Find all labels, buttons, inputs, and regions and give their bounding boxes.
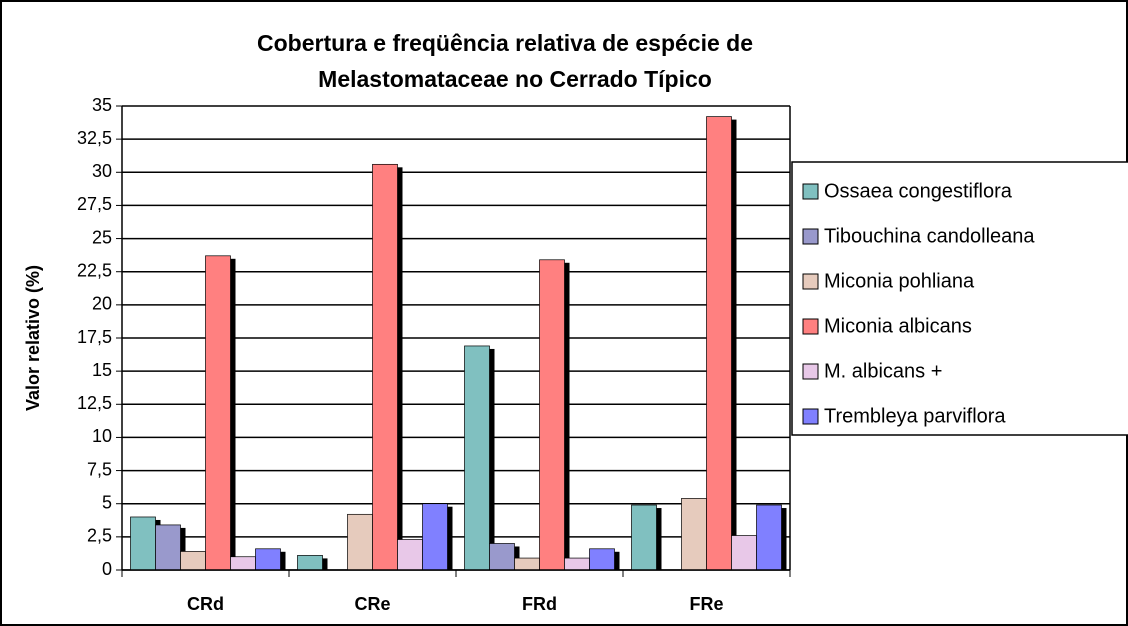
legend-label: Tibouchina candolleana <box>824 225 1035 247</box>
legend-label: Ossaea congestiflora <box>824 180 1013 202</box>
bar <box>514 557 540 571</box>
y-tick-label: 17,5 <box>77 327 112 347</box>
legend-label: Trembleya parviflora <box>824 405 1006 427</box>
bar <box>130 516 156 571</box>
y-tick-label: 27,5 <box>77 194 112 214</box>
y-tick-label: 5 <box>102 492 112 512</box>
y-axis-label: Valor relativo (%) <box>23 265 43 411</box>
y-tick-label: 2,5 <box>87 526 112 546</box>
bar <box>589 548 615 571</box>
bar <box>489 543 515 571</box>
legend-box <box>791 161 1128 436</box>
bar <box>180 551 206 571</box>
bar <box>706 116 732 571</box>
bar <box>347 513 373 571</box>
y-tick-label: 0 <box>102 559 112 579</box>
y-tick-label: 25 <box>92 227 112 247</box>
y-tick-label: 7,5 <box>87 459 112 479</box>
bar <box>230 556 256 571</box>
bar <box>155 524 181 571</box>
bar <box>422 503 448 571</box>
bar <box>631 504 657 571</box>
legend-swatch <box>802 183 819 200</box>
bar <box>397 539 423 571</box>
y-tick-label: 30 <box>92 161 112 181</box>
y-tick-label: 32,5 <box>77 128 112 148</box>
y-tick-label: 10 <box>92 426 112 446</box>
legend-label: Miconia albicans <box>824 315 972 337</box>
bar <box>255 548 281 571</box>
bar <box>756 504 782 571</box>
y-tick-label: 35 <box>92 95 112 115</box>
x-tick-label: FRe <box>689 594 723 614</box>
bar <box>681 498 707 571</box>
bar <box>372 163 398 571</box>
chart-title: Cobertura e freqüência relativa de espéc… <box>257 30 753 56</box>
legend-swatch <box>802 228 819 245</box>
x-tick-label: FRd <box>522 594 557 614</box>
bar <box>205 255 231 571</box>
legend-swatch <box>802 408 819 425</box>
legend-label: M. albicans + <box>824 360 942 382</box>
bar <box>539 259 565 571</box>
y-tick-label: 12,5 <box>77 393 112 413</box>
bar <box>564 557 590 571</box>
bar <box>731 535 757 571</box>
bar <box>297 555 323 571</box>
x-tick-label: CRe <box>354 594 390 614</box>
legend-label: Miconia pohliana <box>824 270 975 292</box>
y-tick-label: 20 <box>92 294 112 314</box>
chart-subtitle: Melastomataceae no Cerrado Típico <box>318 66 712 92</box>
bar <box>464 345 490 571</box>
legend-swatch <box>802 318 819 335</box>
legend-swatch <box>802 363 819 380</box>
y-tick-label: 22,5 <box>77 260 112 280</box>
x-tick-label: CRd <box>187 594 224 614</box>
legend-swatch <box>802 273 819 290</box>
y-tick-label: 15 <box>92 360 112 380</box>
